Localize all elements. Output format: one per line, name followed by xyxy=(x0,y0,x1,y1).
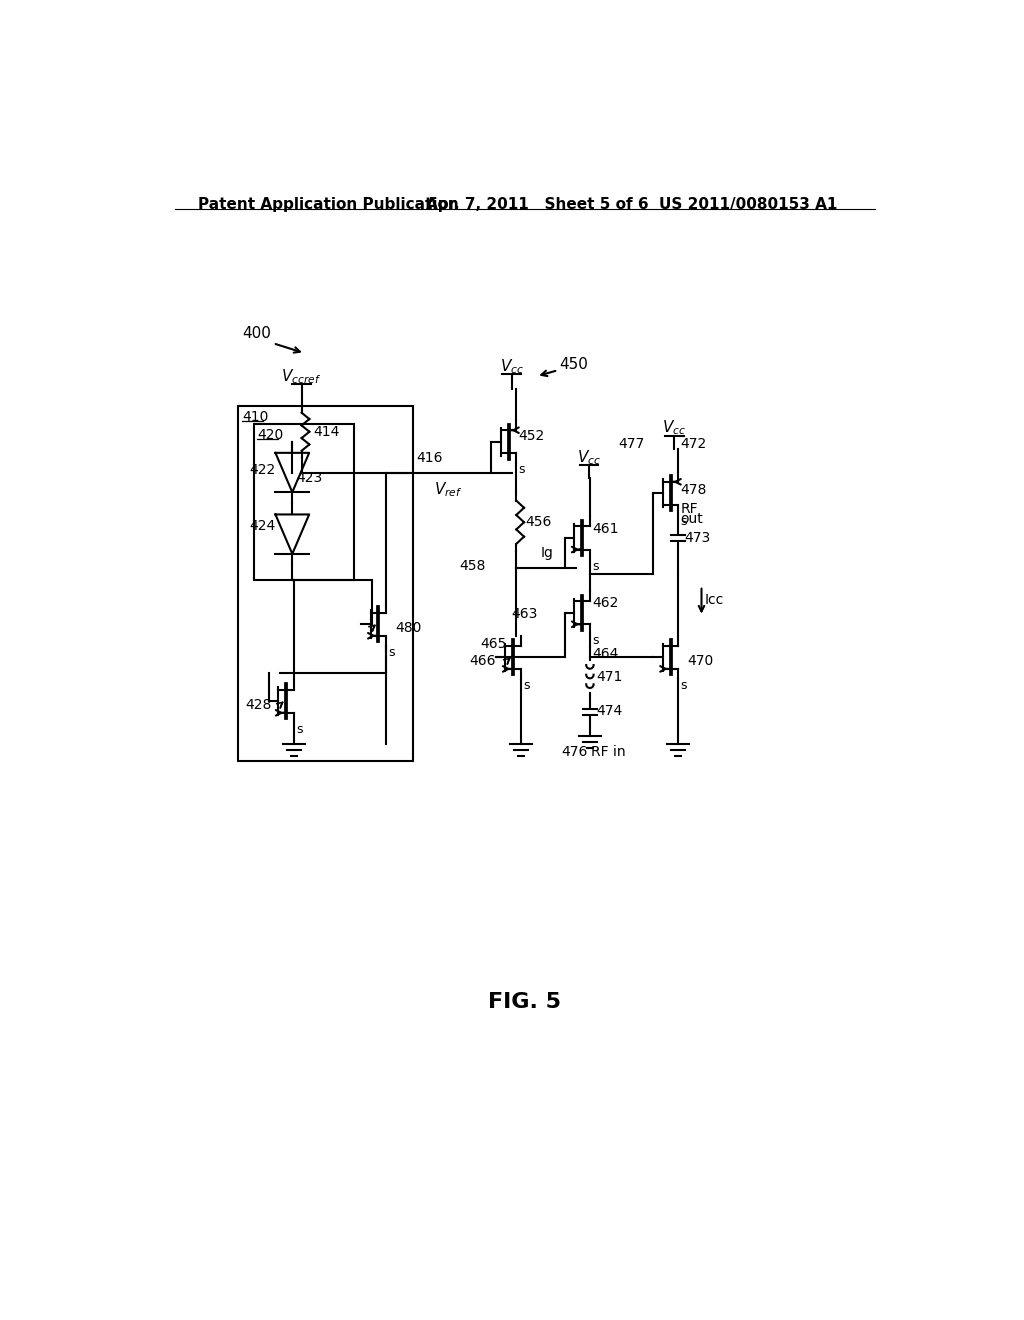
Text: $V_{cc}$: $V_{cc}$ xyxy=(500,356,523,376)
Text: US 2011/0080153 A1: US 2011/0080153 A1 xyxy=(658,197,838,213)
Text: 463: 463 xyxy=(512,607,538,622)
Text: s: s xyxy=(523,678,529,692)
Text: out: out xyxy=(681,512,703,525)
Text: s: s xyxy=(681,515,687,528)
Text: 456: 456 xyxy=(525,515,552,529)
Text: 423: 423 xyxy=(296,471,323,484)
Text: 474: 474 xyxy=(596,705,623,718)
Text: 478: 478 xyxy=(681,483,707,496)
Text: Ig: Ig xyxy=(541,546,553,561)
Text: 452: 452 xyxy=(518,429,545,442)
Text: 480: 480 xyxy=(395,622,422,635)
Text: 462: 462 xyxy=(592,597,618,610)
Text: $V_{ref}$: $V_{ref}$ xyxy=(434,480,463,499)
Text: s: s xyxy=(592,560,599,573)
Text: 428: 428 xyxy=(245,698,271,711)
Text: Icc: Icc xyxy=(705,593,724,607)
Text: s: s xyxy=(296,723,303,735)
Text: s: s xyxy=(592,635,599,647)
Text: RF in: RF in xyxy=(592,744,626,759)
Bar xyxy=(238,407,414,760)
Text: 477: 477 xyxy=(617,437,644,451)
Text: $V_{cc}$: $V_{cc}$ xyxy=(578,447,601,466)
Text: 420: 420 xyxy=(257,428,284,442)
Text: 476: 476 xyxy=(561,744,588,759)
Text: Patent Application Publication: Patent Application Publication xyxy=(198,197,459,213)
Text: 414: 414 xyxy=(313,425,340,438)
Text: FIG. 5: FIG. 5 xyxy=(488,991,561,1011)
Text: s: s xyxy=(388,645,395,659)
Text: 450: 450 xyxy=(559,358,588,372)
Text: 458: 458 xyxy=(460,560,486,573)
Text: 465: 465 xyxy=(480,638,507,651)
Text: 466: 466 xyxy=(470,655,497,668)
Text: s: s xyxy=(681,678,687,692)
Text: 473: 473 xyxy=(684,531,711,545)
Text: 464: 464 xyxy=(592,647,618,661)
Text: 416: 416 xyxy=(417,451,442,465)
Text: Apr. 7, 2011   Sheet 5 of 6: Apr. 7, 2011 Sheet 5 of 6 xyxy=(426,197,649,213)
Text: 472: 472 xyxy=(681,437,707,451)
Text: $V_{ccref}$: $V_{ccref}$ xyxy=(282,367,322,385)
Text: 470: 470 xyxy=(687,655,714,668)
Text: 471: 471 xyxy=(596,669,623,684)
Text: 424: 424 xyxy=(249,520,275,533)
Text: 422: 422 xyxy=(249,463,275,478)
Text: 400: 400 xyxy=(243,326,271,342)
Text: $V_{cc}$: $V_{cc}$ xyxy=(663,418,686,437)
Text: 461: 461 xyxy=(592,521,618,536)
Text: RF: RF xyxy=(681,502,698,516)
Text: s: s xyxy=(518,463,525,477)
Text: 410: 410 xyxy=(242,411,268,424)
Bar xyxy=(254,424,354,581)
